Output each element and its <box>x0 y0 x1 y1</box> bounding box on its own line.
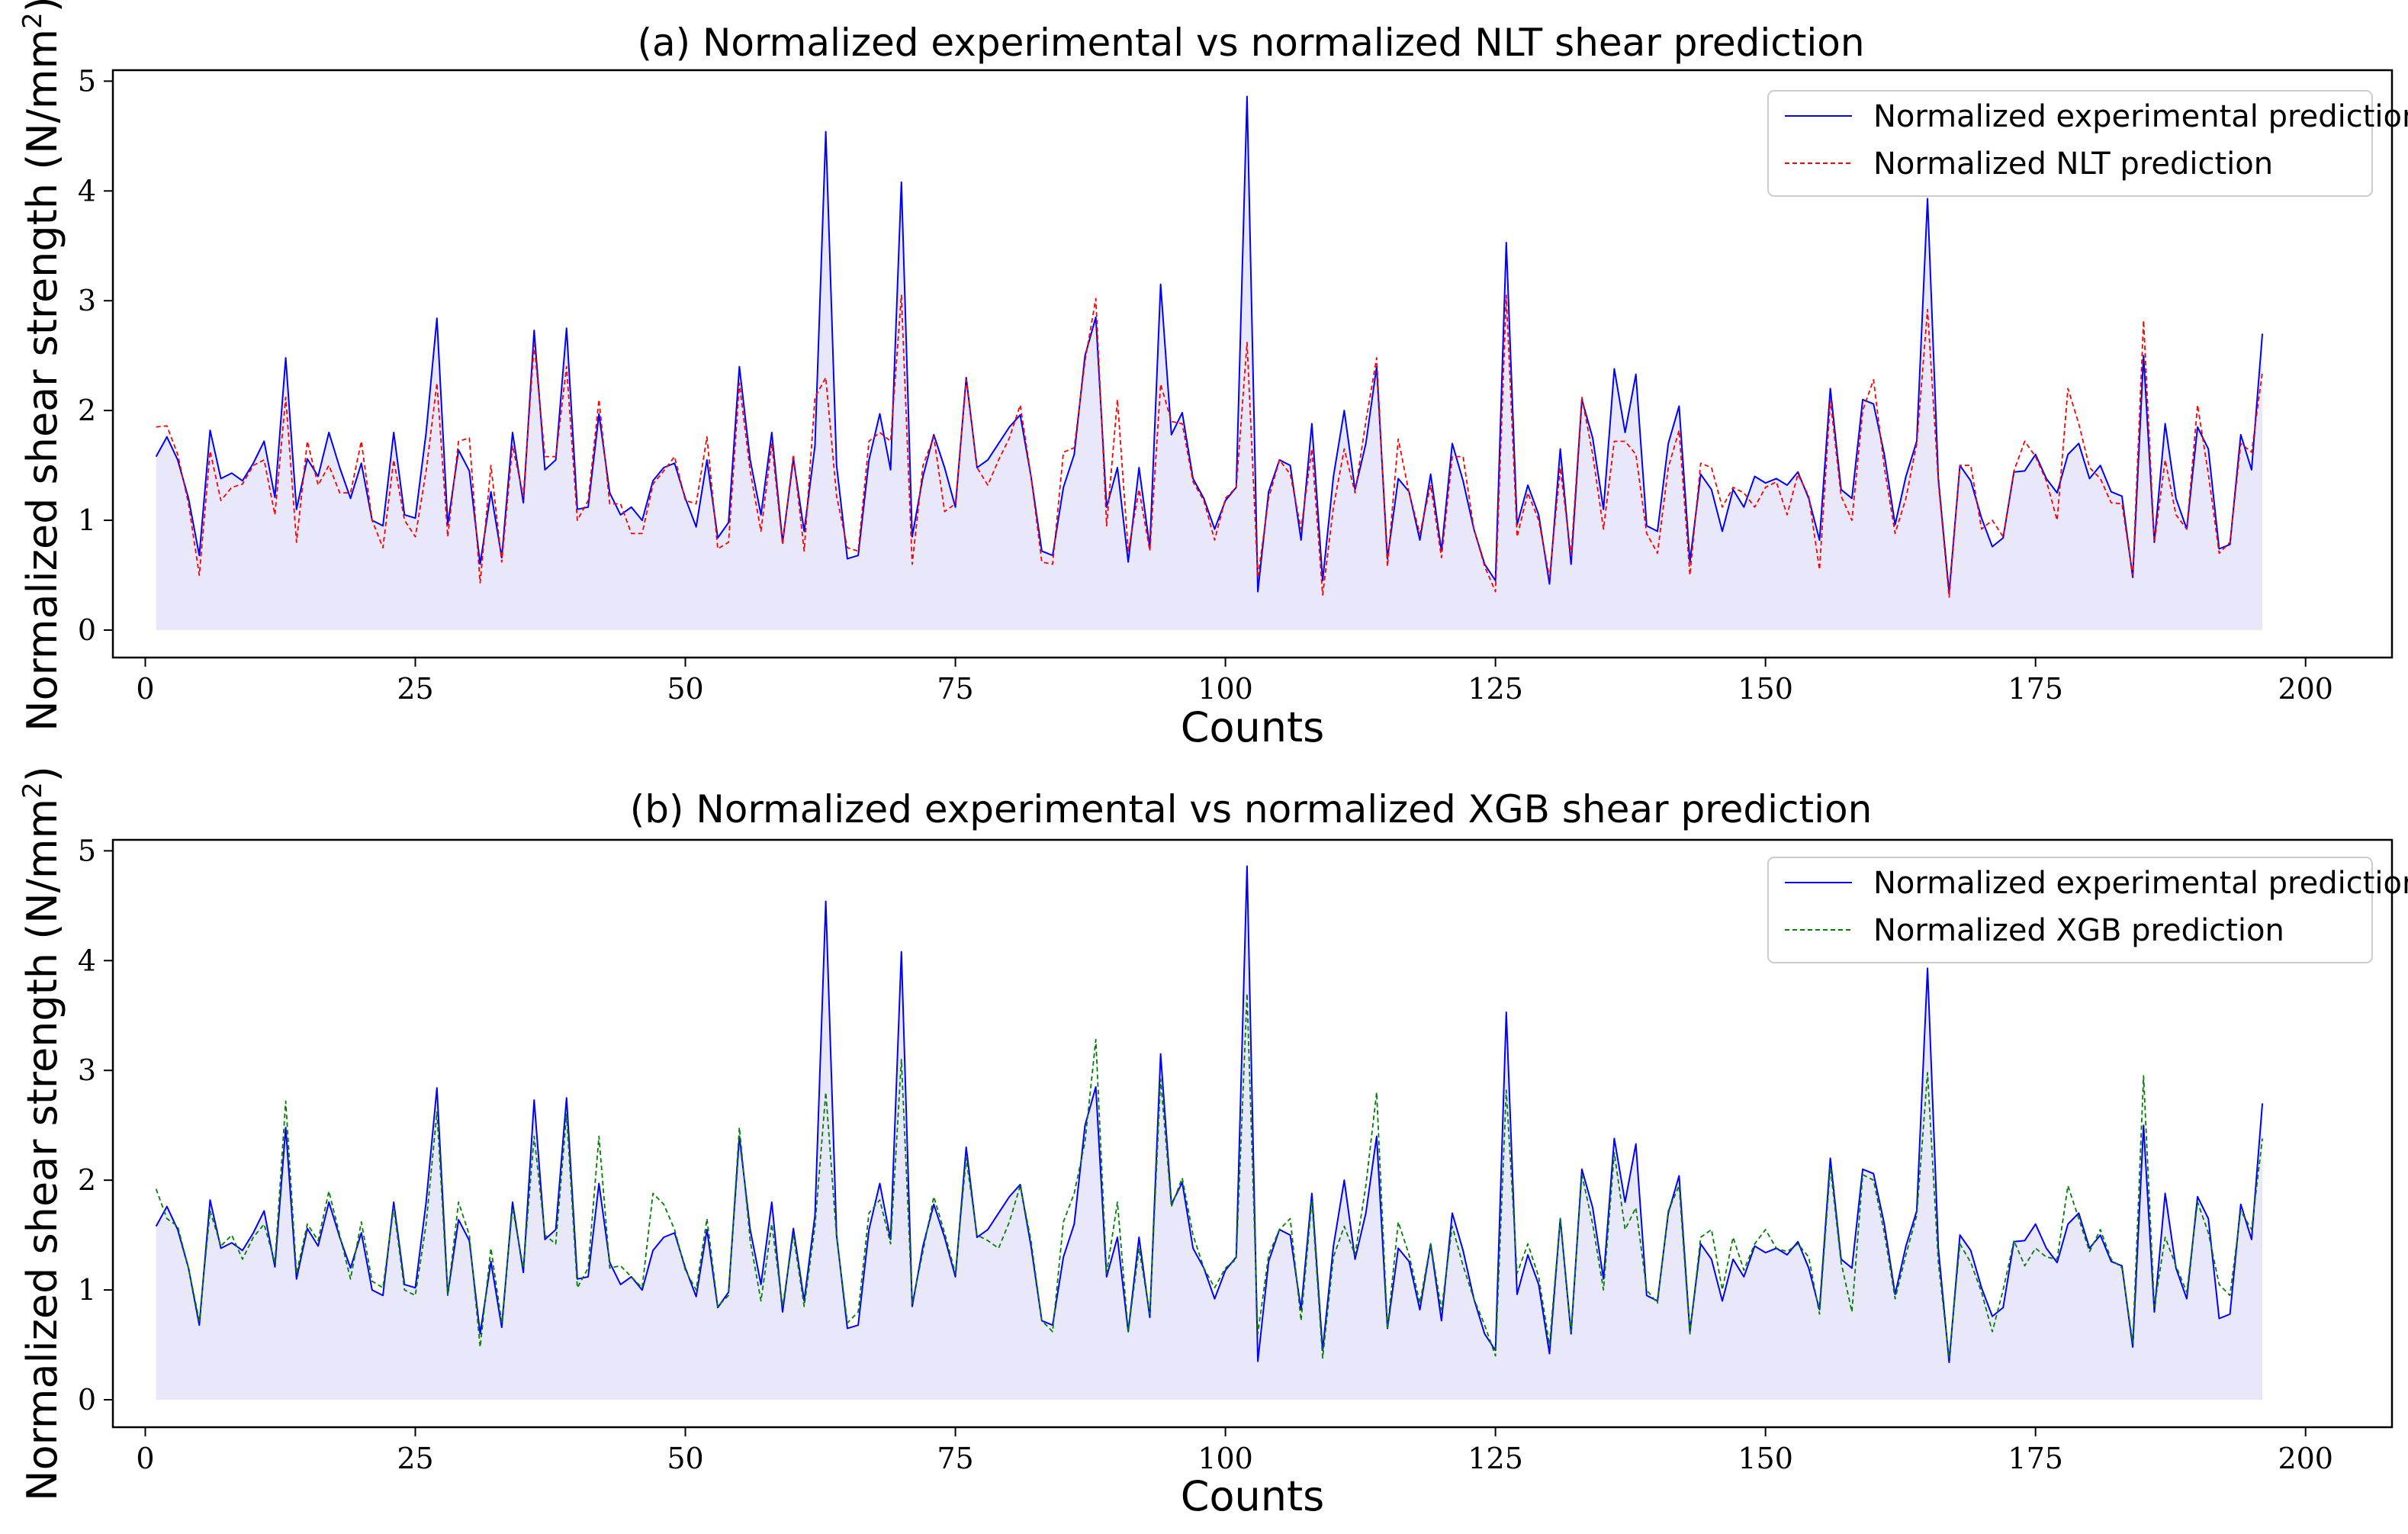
x-tick-label: 125 <box>1468 1442 1523 1475</box>
x-tick-label: 100 <box>1198 1442 1253 1475</box>
legend-b: Normalized experimental prediction Norma… <box>1767 857 2408 963</box>
legend-label-nlt-a: Normalized NLT prediction <box>1873 146 2273 182</box>
x-axis-label-b: Counts <box>1181 1472 1325 1520</box>
x-tick-label: 200 <box>2278 672 2333 706</box>
ticks-b: 0 25 50 75 100 125 150 175 200 0 1 2 3 4 5 <box>78 834 2333 1475</box>
axes-frame-a <box>111 69 2394 659</box>
y-axis-label-b: Normalized shear strength (N/mm2) <box>18 766 66 1501</box>
x-tick-label: 150 <box>1738 672 1793 706</box>
chart-title-a: (a) Normalized experimental vs normalize… <box>637 21 1864 65</box>
series-line-prediction-b <box>155 992 2263 1359</box>
x-tick-label: 25 <box>397 672 433 706</box>
y-tick-label: 3 <box>78 1053 96 1087</box>
x-tick-label: 150 <box>1738 1442 1793 1475</box>
y-tick-label: 2 <box>78 1163 96 1197</box>
plot-area-b <box>155 865 2264 1401</box>
x-tick-label: 175 <box>2008 1442 2063 1475</box>
chart-panel-b: (b) Normalized experimental vs normalize… <box>18 766 2408 1520</box>
chart-panel-a: (a) Normalized experimental vs normalize… <box>18 0 2408 751</box>
series-line-experimental-a <box>155 95 2264 594</box>
x-axis-label-a: Counts <box>1181 703 1325 751</box>
x-tick-label: 125 <box>1468 672 1523 706</box>
x-tick-label: 75 <box>937 672 973 706</box>
y-tick-label: 3 <box>78 284 96 317</box>
y-tick-label: 1 <box>78 1273 96 1307</box>
y-tick-label: 2 <box>78 394 96 427</box>
legend-label-experimental-a: Normalized experimental prediction <box>1873 99 2408 134</box>
ticks-a: 0 25 50 75 100 125 150 175 200 0 1 2 3 4 5 <box>78 64 2333 706</box>
plot-area-a <box>155 95 2264 631</box>
y-tick-label: 4 <box>78 174 96 207</box>
y-axis-label-a: Normalized shear strength (N/mm2) <box>18 0 66 732</box>
x-tick-label: 0 <box>136 672 154 706</box>
legend-a: Normalized experimental prediction Norma… <box>1767 90 2408 197</box>
x-tick-label: 100 <box>1198 672 1253 706</box>
x-tick-label: 200 <box>2278 1442 2333 1475</box>
y-tick-label: 0 <box>78 1383 96 1417</box>
legend-box-a <box>1767 90 2373 197</box>
area-fill-a <box>156 96 2263 631</box>
legend-label-experimental-b: Normalized experimental prediction <box>1873 866 2408 901</box>
legend-label-xgb-b: Normalized XGB prediction <box>1873 913 2284 948</box>
x-tick-label: 25 <box>397 1442 433 1475</box>
y-tick-label: 0 <box>78 613 96 647</box>
x-tick-label: 50 <box>667 672 703 706</box>
x-tick-label: 50 <box>667 1442 703 1475</box>
axes-frame-b <box>111 838 2394 1429</box>
x-tick-label: 75 <box>937 1442 973 1475</box>
area-fill-b <box>156 866 2263 1401</box>
legend-box-b <box>1767 857 2373 963</box>
x-tick-label: 175 <box>2008 672 2063 706</box>
x-tick-label: 0 <box>136 1442 154 1475</box>
y-tick-label: 5 <box>78 64 96 98</box>
y-tick-label: 4 <box>78 944 96 977</box>
y-tick-label: 5 <box>78 834 96 867</box>
chart-title-b: (b) Normalized experimental vs normalize… <box>630 787 1873 831</box>
y-tick-label: 1 <box>78 503 96 537</box>
